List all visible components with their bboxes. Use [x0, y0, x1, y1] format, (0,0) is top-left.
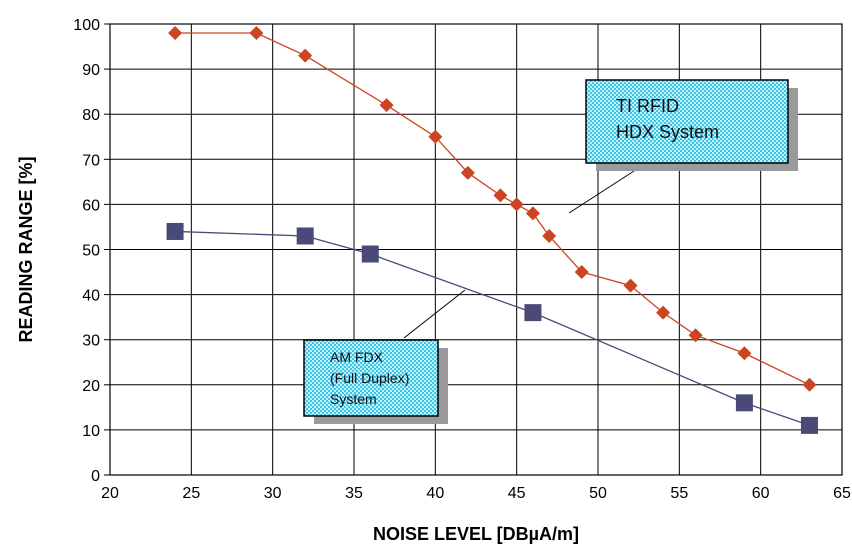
- y-tick-label: 30: [82, 333, 100, 350]
- x-tick-label: 30: [264, 485, 282, 502]
- data-point: [524, 304, 542, 322]
- y-tick-label: 60: [82, 197, 100, 214]
- data-point: [493, 188, 508, 203]
- data-point: [428, 129, 443, 144]
- data-point: [509, 197, 524, 212]
- y-axis-title: READING RANGE [%]: [16, 156, 36, 342]
- data-point: [361, 245, 379, 263]
- x-tick-label: 65: [833, 485, 851, 502]
- axes: 20 25 30 35 40 45 50 55 60 65 0 10 20 30 40 50 60 70 80 90 1…: [73, 17, 851, 502]
- y-tick-label: 10: [82, 423, 100, 440]
- data-point: [800, 416, 818, 434]
- data-point: [542, 228, 557, 243]
- x-axis-title: NOISE LEVEL [DBµA/m]: [373, 524, 579, 544]
- plot-frame: [109, 23, 843, 476]
- data-point: [168, 26, 183, 41]
- y-tick-label: 100: [73, 17, 100, 34]
- annotation-label: AM FDX: [330, 349, 384, 365]
- data-point: [802, 377, 817, 392]
- x-tick-label: 45: [508, 485, 526, 502]
- data-point: [249, 26, 264, 41]
- annotation-box: TI RFID HDX System: [585, 79, 798, 171]
- series-line: [175, 32, 810, 386]
- x-tick-label: 35: [345, 485, 363, 502]
- data-point: [379, 98, 394, 113]
- annotations: TI RFID HDX System AM FDX (Full Duplex) Syst…: [303, 79, 798, 424]
- x-tick-label: 55: [670, 485, 688, 502]
- data-point: [166, 222, 184, 240]
- y-tick-label: 40: [82, 288, 100, 305]
- x-tick-label: 20: [101, 485, 119, 502]
- annotation-label: HDX System: [616, 122, 719, 142]
- x-tick-label: 25: [182, 485, 200, 502]
- y-tick-label: 0: [91, 468, 100, 485]
- series-layer: [166, 26, 818, 434]
- data-point: [656, 305, 671, 320]
- data-point: [525, 206, 540, 221]
- data-point: [298, 48, 313, 63]
- annotation-label: TI RFID: [616, 96, 679, 116]
- annotation-panel: [585, 79, 789, 164]
- annotation-label: (Full Duplex): [330, 370, 409, 386]
- data-point: [623, 278, 638, 293]
- data-point: [737, 346, 752, 361]
- series-line: [175, 230, 810, 427]
- x-tick-label: 40: [426, 485, 444, 502]
- annotation-panel: [303, 339, 439, 417]
- x-tick-label: 60: [752, 485, 770, 502]
- series-fdx: [166, 222, 818, 434]
- data-point: [460, 165, 475, 180]
- y-tick-label: 80: [82, 107, 100, 124]
- series-hdx: [168, 26, 817, 392]
- data-point: [296, 227, 314, 245]
- y-tick-label: 20: [82, 378, 100, 395]
- x-tick-label: 50: [589, 485, 607, 502]
- annotation-connectors: [403, 170, 635, 339]
- y-tick-label: 50: [82, 243, 100, 260]
- y-tick-label: 70: [82, 152, 100, 169]
- data-point: [574, 265, 589, 280]
- annotation-connector: [403, 289, 466, 339]
- annotation-box: AM FDX (Full Duplex) System: [303, 339, 448, 424]
- data-point: [688, 328, 703, 343]
- annotation-label: System: [330, 391, 377, 407]
- y-tick-label: 90: [82, 62, 100, 79]
- data-point: [735, 394, 753, 412]
- annotation-connector: [568, 170, 635, 214]
